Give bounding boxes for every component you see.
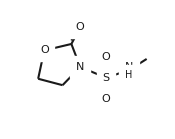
Text: O: O xyxy=(102,94,110,104)
Text: O: O xyxy=(40,45,49,55)
Text: N: N xyxy=(125,62,133,72)
Text: O: O xyxy=(76,22,85,32)
Text: H: H xyxy=(125,70,133,80)
Text: N: N xyxy=(76,62,84,72)
Text: O: O xyxy=(102,52,110,62)
Text: S: S xyxy=(102,73,110,83)
